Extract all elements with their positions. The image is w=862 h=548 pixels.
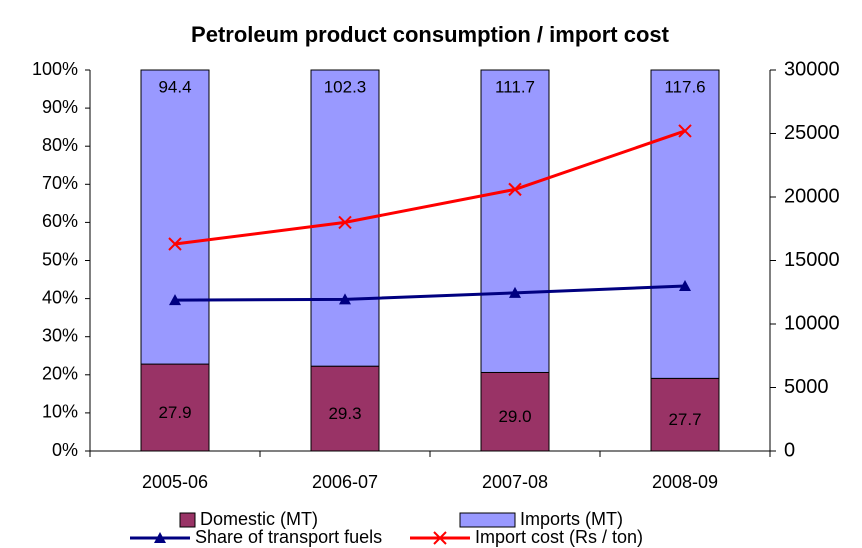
- legend-swatch: [179, 512, 196, 528]
- bar-segment: [310, 365, 380, 452]
- series-line: [174, 129, 686, 246]
- y-tick-label: 80%: [42, 135, 78, 155]
- data-label: 94.4: [158, 77, 191, 96]
- y2-tick-label: 0: [784, 439, 795, 461]
- data-label: 29.0: [498, 407, 531, 426]
- series-line: [174, 284, 686, 302]
- data-label: 27.7: [668, 410, 701, 429]
- line-marker: [169, 294, 181, 306]
- line-marker: [339, 293, 351, 305]
- y-tick-label: 10%: [42, 402, 78, 422]
- y-tick-label: 50%: [42, 249, 78, 269]
- y-tick-label: 70%: [42, 173, 78, 193]
- y2-tick-label: 20000: [784, 185, 840, 207]
- y2-tick-label: 15000: [784, 249, 840, 271]
- x-tick-label: 2007-08: [482, 472, 548, 492]
- bar-segment: [140, 69, 210, 365]
- y-tick-label: 100%: [32, 59, 78, 79]
- y2-tick-label: 25000: [784, 122, 840, 144]
- y-tick-label: 60%: [42, 211, 78, 231]
- bar-segment: [480, 371, 550, 452]
- data-label: 29.3: [328, 404, 361, 423]
- x-tick-label: 2006-07: [312, 472, 378, 492]
- line-marker: [168, 237, 182, 251]
- line-marker: [508, 182, 522, 197]
- line-marker: [154, 532, 166, 543]
- line-marker: [433, 531, 447, 545]
- y-tick-label: 0%: [52, 440, 78, 460]
- legend-label: Domestic (MT): [200, 509, 318, 529]
- bar-segment: [650, 69, 720, 379]
- legend-label: Imports (MT): [520, 509, 623, 529]
- legend-label: Share of transport fuels: [195, 527, 382, 547]
- bar-segment: [140, 363, 210, 452]
- chart-title: Petroleum product consumption / import c…: [191, 22, 670, 47]
- x-tick-label: 2005-06: [142, 472, 208, 492]
- x-tick-label: 2008-09: [652, 472, 718, 492]
- data-label: 111.7: [495, 77, 535, 96]
- bar-segment: [650, 377, 720, 452]
- data-label: 102.3: [324, 77, 367, 96]
- bar-segment: [480, 69, 550, 373]
- y2-tick-label: 10000: [784, 312, 840, 334]
- data-label: 117.6: [664, 77, 705, 96]
- line-marker: [679, 280, 691, 292]
- y-tick-label: 90%: [42, 97, 78, 117]
- data-label: 27.9: [158, 403, 191, 422]
- legend-swatch: [459, 512, 516, 528]
- y2-tick-label: 30000: [784, 58, 840, 80]
- y-tick-label: 40%: [42, 287, 78, 307]
- line-marker: [509, 286, 521, 298]
- line-marker: [678, 124, 692, 138]
- line-marker: [338, 215, 352, 230]
- y2-tick-label: 5000: [784, 376, 829, 398]
- y-tick-label: 20%: [42, 364, 78, 384]
- legend-label: Import cost (Rs / ton): [475, 527, 643, 547]
- y-tick-label: 30%: [42, 325, 78, 345]
